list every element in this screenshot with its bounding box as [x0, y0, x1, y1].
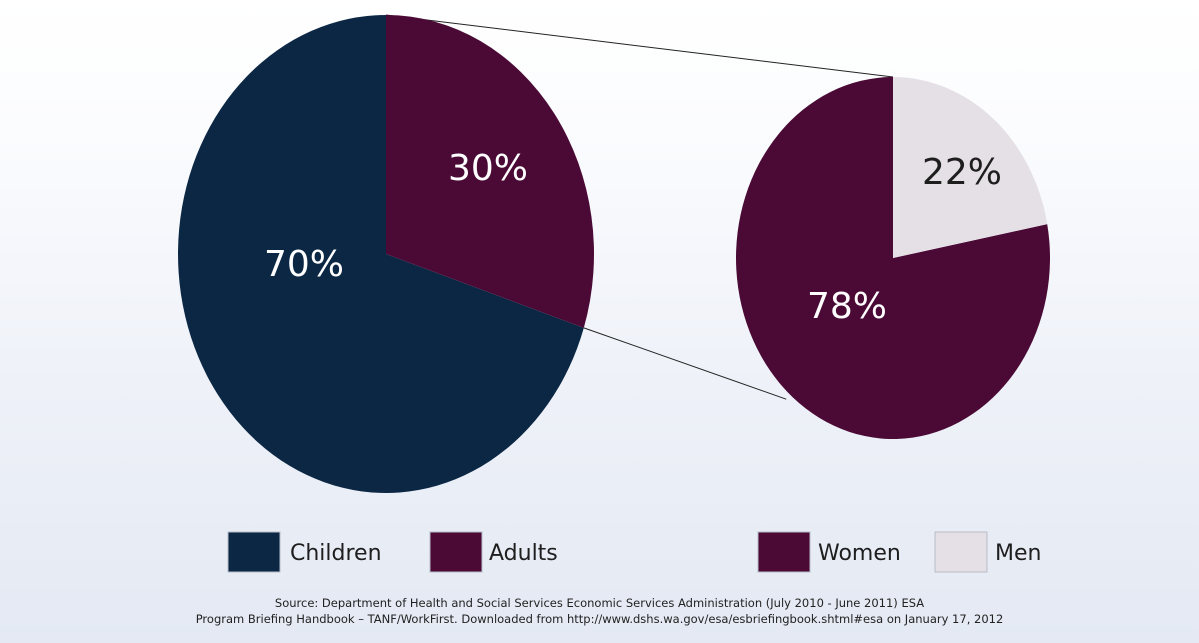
legend-swatch-adults	[429, 531, 483, 573]
pie-slice-men	[893, 77, 1048, 258]
data-label-men: 22%	[922, 152, 1002, 193]
source-line-2: Program Briefing Handbook – TANF/WorkFir…	[195, 612, 1004, 626]
legend-label-men: Men	[995, 541, 1041, 566]
data-label-women: 78%	[807, 286, 887, 327]
legend-label-women: Women	[818, 541, 901, 566]
pie-slice-children	[178, 15, 584, 494]
legend-label-adults: Adults	[489, 541, 558, 566]
data-label-adults: 30%	[448, 148, 528, 189]
pie-slice-adults	[386, 15, 595, 328]
connector-line-top	[385, 14, 894, 78]
legend-swatch-women	[757, 531, 811, 573]
legend-label-children: Children	[290, 541, 382, 566]
legend-swatch-men	[934, 531, 988, 573]
data-label-children: 70%	[264, 244, 344, 285]
source-line-1: Source: Department of Health and Social …	[274, 596, 925, 610]
connector-line-bottom	[583, 327, 787, 400]
legend-swatch-children	[227, 531, 281, 573]
pie-slice-women	[736, 77, 1051, 439]
